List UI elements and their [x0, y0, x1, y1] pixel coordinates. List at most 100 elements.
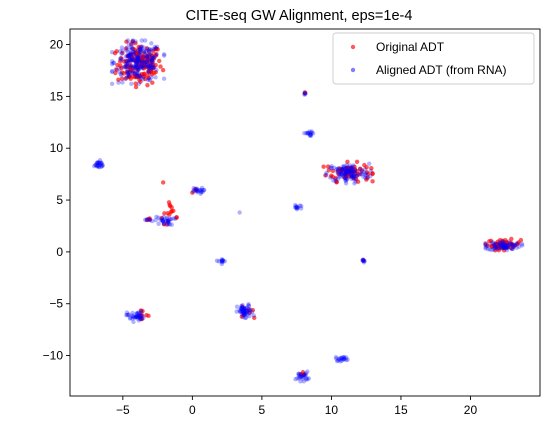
point-aligned-adt [147, 47, 152, 52]
point-original-adt [504, 240, 509, 245]
point-aligned-adt [219, 259, 225, 264]
point-aligned-adt [117, 49, 123, 54]
point-aligned-adt [142, 38, 148, 43]
point-aligned-adt [304, 377, 309, 382]
point-aligned-adt [117, 65, 122, 71]
point-aligned-adt [344, 169, 349, 175]
point-aligned-adt [516, 244, 522, 249]
x-tick-label: −5 [116, 403, 130, 417]
point-aligned-adt [240, 306, 245, 312]
point-aligned-adt [130, 316, 135, 321]
point-original-adt [138, 47, 143, 52]
point-aligned-adt [219, 258, 225, 263]
point-aligned-adt [298, 379, 303, 384]
point-original-adt [321, 164, 326, 169]
point-aligned-adt [505, 245, 510, 250]
point-aligned-adt [93, 162, 98, 168]
point-aligned-adt [151, 65, 156, 70]
point-aligned-adt [124, 65, 129, 70]
point-aligned-adt [350, 164, 355, 170]
point-aligned-adt [166, 217, 172, 222]
point-aligned-adt [140, 313, 145, 319]
point-aligned-adt [92, 163, 97, 169]
point-aligned-adt [368, 168, 374, 174]
point-aligned-adt [198, 191, 203, 196]
point-aligned-adt [341, 356, 347, 362]
point-aligned-adt [151, 46, 157, 52]
point-aligned-adt [135, 316, 140, 321]
point-aligned-adt [359, 169, 365, 174]
point-aligned-adt [134, 314, 139, 320]
point-aligned-adt [492, 243, 497, 248]
point-aligned-adt [130, 41, 135, 46]
point-aligned-adt [352, 168, 358, 173]
point-aligned-adt [130, 49, 136, 55]
point-aligned-adt [149, 58, 155, 63]
point-aligned-adt [139, 308, 144, 314]
point-original-adt [159, 215, 164, 221]
point-aligned-adt [249, 310, 255, 315]
point-aligned-adt [506, 239, 511, 244]
point-aligned-adt [134, 61, 139, 67]
point-aligned-adt [99, 164, 104, 170]
point-aligned-adt [127, 57, 133, 62]
point-aligned-adt [500, 239, 506, 244]
point-aligned-adt [166, 219, 172, 224]
point-aligned-adt [296, 371, 301, 377]
point-aligned-adt [125, 53, 131, 59]
point-aligned-adt [124, 312, 129, 318]
point-aligned-adt [341, 357, 346, 362]
point-aligned-adt [127, 316, 133, 321]
point-original-adt [144, 312, 149, 318]
point-aligned-adt [342, 175, 348, 180]
point-aligned-adt [140, 45, 146, 50]
point-aligned-adt [362, 166, 368, 172]
point-aligned-adt [116, 80, 121, 85]
point-aligned-adt [343, 166, 348, 172]
point-aligned-adt [144, 48, 149, 53]
point-aligned-adt [221, 258, 226, 264]
point-aligned-adt [153, 217, 158, 223]
point-aligned-adt [149, 66, 154, 71]
point-aligned-adt [510, 246, 516, 252]
point-aligned-adt [139, 58, 145, 64]
point-original-adt [302, 91, 308, 96]
point-aligned-adt [350, 174, 355, 179]
point-aligned-adt [346, 168, 352, 173]
point-aligned-adt [503, 243, 508, 249]
point-aligned-adt [131, 52, 137, 58]
point-aligned-adt [240, 302, 245, 308]
point-aligned-adt [343, 177, 348, 183]
point-aligned-adt [490, 240, 495, 245]
point-aligned-adt [109, 81, 115, 87]
point-aligned-adt [339, 170, 345, 176]
point-aligned-adt [164, 216, 169, 221]
point-aligned-adt [133, 59, 139, 65]
point-aligned-adt [109, 50, 115, 55]
point-aligned-adt [144, 217, 149, 222]
point-aligned-adt [341, 165, 347, 170]
point-aligned-adt [357, 172, 362, 177]
point-aligned-adt [339, 172, 345, 177]
point-aligned-adt [500, 239, 505, 244]
point-aligned-adt [346, 166, 351, 171]
point-aligned-adt [130, 38, 136, 43]
point-aligned-adt [161, 214, 166, 220]
point-aligned-adt [99, 160, 104, 166]
point-aligned-adt [137, 74, 143, 79]
point-original-adt [344, 173, 349, 178]
point-aligned-adt [489, 247, 495, 253]
point-original-adt [116, 77, 121, 82]
point-original-adt [125, 64, 131, 70]
y-tick-label: 0 [56, 245, 63, 259]
point-aligned-adt [154, 67, 159, 73]
point-aligned-adt [243, 311, 248, 317]
point-aligned-adt [354, 173, 359, 178]
point-aligned-adt [519, 241, 525, 247]
point-aligned-adt [195, 187, 200, 192]
point-original-adt [325, 164, 331, 169]
point-aligned-adt [500, 242, 506, 247]
point-aligned-adt [149, 65, 154, 70]
point-aligned-adt [161, 221, 167, 226]
point-aligned-adt [136, 67, 142, 72]
